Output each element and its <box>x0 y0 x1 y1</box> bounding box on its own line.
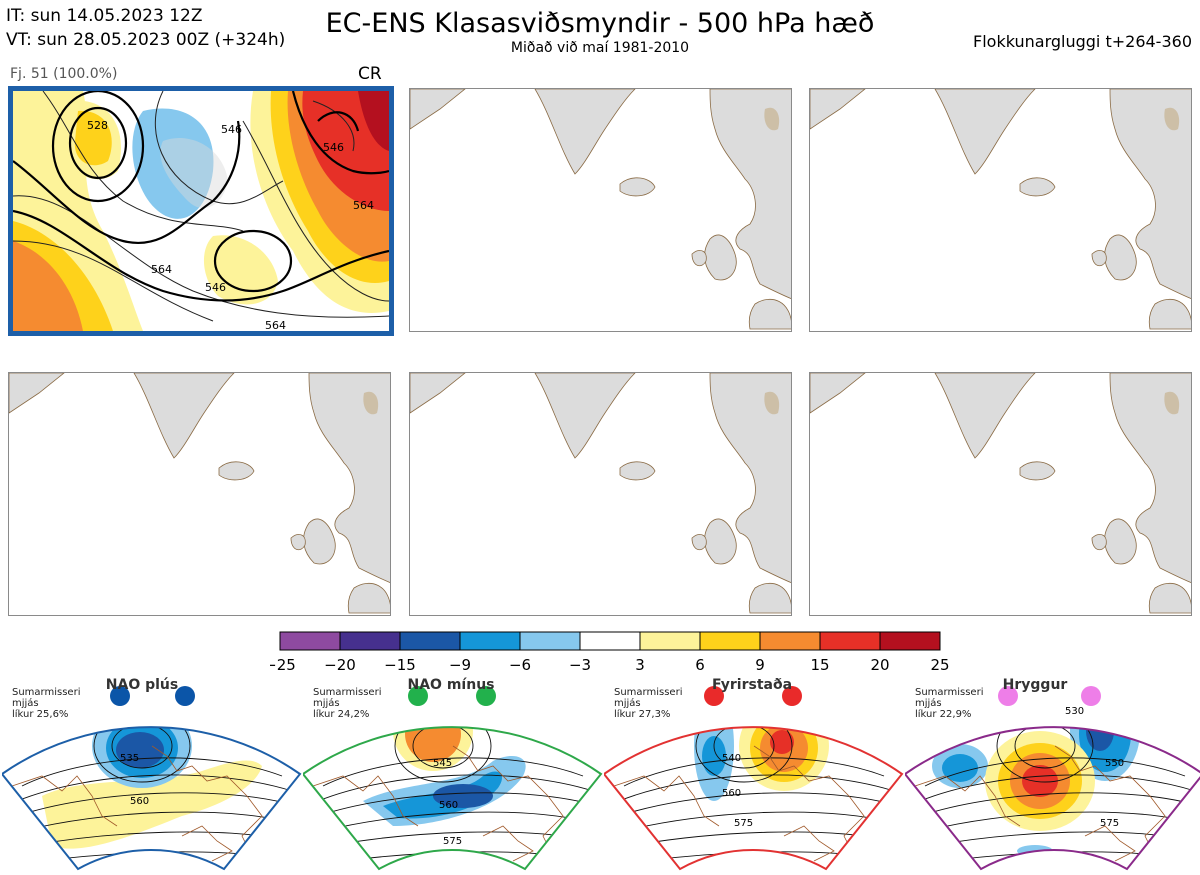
regime-title: NAO mínus <box>407 677 495 693</box>
contour-label: 546 <box>221 123 242 136</box>
contour-label: 575 <box>1100 818 1119 829</box>
colorbar-cell <box>339 631 401 651</box>
regime-title: Hryggur <box>1002 677 1068 693</box>
colorbar-cell <box>399 631 461 651</box>
colorbar-cell <box>699 631 761 651</box>
contour-label: 545 <box>433 758 452 769</box>
map-panel-5[interactable] <box>409 372 792 616</box>
regime-dot <box>704 686 724 706</box>
colorbar-tick: −6 <box>509 656 531 674</box>
anomaly-map: 528 546 546 564 564 546 564 <box>13 91 389 331</box>
regime-dot <box>175 686 195 706</box>
regime-months: mjjás <box>614 698 641 709</box>
regime-dot <box>998 686 1018 706</box>
regime-months: mjjás <box>313 698 340 709</box>
map-outline <box>810 89 1191 330</box>
colorbar-tick: −15 <box>384 656 416 674</box>
classification-window: Flokkunargluggi t+264-360 <box>973 32 1192 51</box>
contour-label: 550 <box>1105 758 1124 769</box>
contour-label: 535 <box>120 753 139 764</box>
colorbar-tick: 25 <box>930 656 949 674</box>
member-label: Fj. 51 (100.0%) <box>10 66 118 82</box>
map-panel-2[interactable] <box>409 88 792 332</box>
regime-panel[interactable]: 530 550 575 Hryggur Sumarmisseri mjjás lík… <box>903 676 1200 871</box>
valid-time: VT: sun 28.05.2023 00Z (+324h) <box>6 30 286 50</box>
contour-label: 546 <box>205 281 226 294</box>
contour-label: 564 <box>353 199 374 212</box>
regime-months: mjjás <box>12 698 39 709</box>
regime-probability: líkur 24,2% <box>313 709 370 720</box>
regime-probability: líkur 22,9% <box>915 709 972 720</box>
regime-season: Sumarmisseri <box>313 687 382 698</box>
map-outline <box>810 373 1191 614</box>
colorbar-cell <box>579 631 641 651</box>
colorbar-tick: 15 <box>810 656 829 674</box>
colorbar-tick: 20 <box>870 656 889 674</box>
regime-season: Sumarmisseri <box>12 687 81 698</box>
colorbar-cell <box>519 631 581 651</box>
regime-map: 545 560 575 <box>301 686 603 871</box>
regime-title: NAO plús <box>105 677 179 693</box>
regime-dot <box>782 686 802 706</box>
init-time: IT: sun 14.05.2023 12Z <box>6 6 203 26</box>
contour-label: 564 <box>265 319 286 331</box>
colorbar-cell <box>459 631 521 651</box>
colorbar-tick: 9 <box>755 656 765 674</box>
regime-probability: líkur 25,6% <box>12 709 69 720</box>
regime-map: 530 550 575 <box>903 686 1200 871</box>
map-outline <box>410 373 791 614</box>
regime-dot <box>110 686 130 706</box>
regime-probability: líkur 27,3% <box>614 709 671 720</box>
regime-map: 540 560 575 <box>602 686 904 871</box>
contour-label: 575 <box>734 818 753 829</box>
colorbar-tick: 3 <box>635 656 645 674</box>
contour-label: 564 <box>151 263 172 276</box>
colorbar-tick: 6 <box>695 656 705 674</box>
map-panel-4[interactable] <box>8 372 391 616</box>
regime-panel[interactable]: 535 560 NAO plús Sumarmisseri mjjás líkur… <box>0 676 302 871</box>
regime-map: 535 560 <box>0 686 302 871</box>
contour-label: 560 <box>722 788 741 799</box>
regime-dot <box>1081 686 1101 706</box>
map-panel-3[interactable] <box>809 88 1192 332</box>
regime-panel[interactable]: 545 560 575 NAO mínus Sumarmisseri mjjás l… <box>301 676 603 871</box>
map-outline <box>410 89 791 330</box>
page-subtitle: Miðað við maí 1981-2010 <box>510 40 690 56</box>
colorbar-cell <box>639 631 701 651</box>
regime-dot <box>476 686 496 706</box>
contour-label: 560 <box>130 796 149 807</box>
map-panel-6[interactable] <box>809 372 1192 616</box>
contour-label: 540 <box>722 753 741 764</box>
contour-label: 528 <box>87 119 108 132</box>
map-panel-cr[interactable]: 528 546 546 564 564 546 564 <box>8 86 394 336</box>
regime-panel[interactable]: 540 560 575 Fyrirstaða Sumarmisseri mjjás … <box>602 676 904 871</box>
colorbar: −25 −20 −15 −9 −6 −3 3 6 9 15 20 25 <box>270 631 950 674</box>
regime-dot <box>408 686 428 706</box>
map-outline <box>9 373 390 614</box>
colorbar-tick: −3 <box>569 656 591 674</box>
contour-label: 575 <box>443 836 462 847</box>
colorbar-tick: −9 <box>449 656 471 674</box>
colorbar-cell <box>819 631 881 651</box>
regime-title: Fyrirstaða <box>711 677 793 693</box>
contour-label: 560 <box>439 800 458 811</box>
contour-label: 530 <box>1065 706 1084 717</box>
colorbar-tick: −25 <box>270 656 296 674</box>
colorbar-cell <box>879 631 941 651</box>
colorbar-cell <box>759 631 821 651</box>
colorbar-cell <box>279 631 341 651</box>
colorbar-tick: −20 <box>324 656 356 674</box>
regime-months: mjjás <box>915 698 942 709</box>
regime-season: Sumarmisseri <box>614 687 683 698</box>
regime-season: Sumarmisseri <box>915 687 984 698</box>
contour-label: 546 <box>323 141 344 154</box>
page-title: EC-ENS Klasasviðsmyndir - 500 hPa hæð <box>325 8 875 39</box>
class-label: CR <box>358 64 382 84</box>
